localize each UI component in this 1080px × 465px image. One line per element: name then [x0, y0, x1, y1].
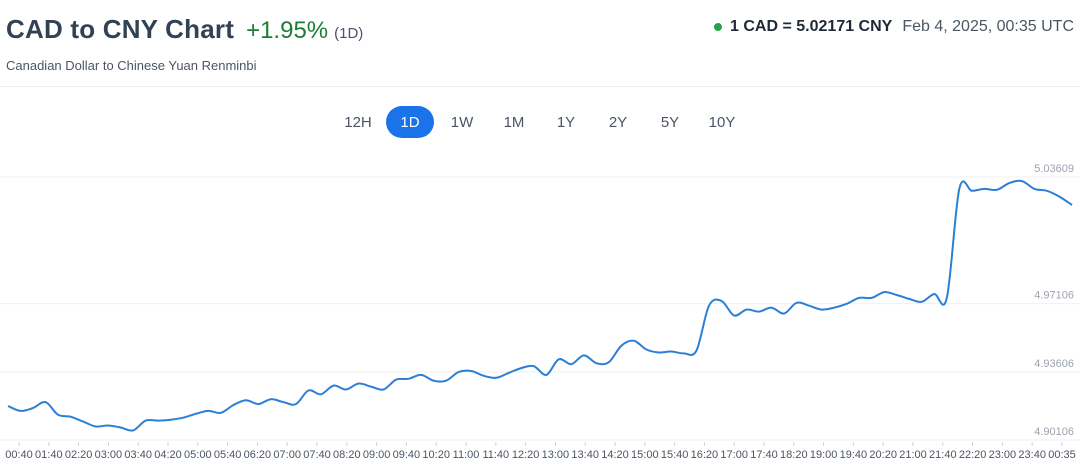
x-tick-label: 07:40 [303, 449, 331, 461]
x-tick-label: 20:20 [869, 449, 897, 461]
x-tick-label: 19:40 [840, 449, 868, 461]
x-tick-label: 18:20 [780, 449, 808, 461]
x-tick-label: 10:20 [422, 449, 450, 461]
x-tick-label: 21:00 [899, 449, 927, 461]
x-tick-label: 15:40 [661, 449, 689, 461]
x-tick-label: 16:20 [691, 449, 719, 461]
exchange-rate-chart[interactable]: 5.03609 4.97106 4.93606 4.90106 00:40 01:40 02… [0, 150, 1080, 465]
header-divider [0, 86, 1080, 87]
rate-value: 1 CAD = 5.02171 CNY [730, 18, 893, 35]
x-tick-label: 03:00 [95, 449, 123, 461]
x-tick-label: 01:40 [35, 449, 63, 461]
x-tick-label: 14:20 [601, 449, 629, 461]
x-tick-label: 11:40 [482, 449, 509, 461]
x-tick-label: 00:35 [1048, 449, 1076, 461]
x-tick-label: 00:40 [5, 449, 33, 461]
x-tick-label: 03:40 [124, 449, 152, 461]
y-tick-label: 4.97106 [1034, 290, 1074, 302]
x-tick-label: 04:20 [154, 449, 182, 461]
series-line[interactable] [7, 179, 1073, 432]
x-tick-label: 06:20 [244, 449, 272, 461]
tab-1d[interactable]: 1D [386, 106, 434, 138]
tab-12h[interactable]: 12H [344, 113, 372, 131]
x-tick-label: 13:40 [571, 449, 599, 461]
x-tick-label: 05:40 [214, 449, 242, 461]
x-tick-label: 11:00 [453, 449, 480, 461]
rate-timestamp: Feb 4, 2025, 00:35 UTC [902, 18, 1074, 35]
x-tick-label: 09:00 [363, 449, 391, 461]
x-tick-label: 07:00 [273, 449, 301, 461]
x-tick-label: 05:00 [184, 449, 212, 461]
x-tick-label: 12:20 [512, 449, 540, 461]
x-tick-label: 22:20 [959, 449, 987, 461]
change-percent: +1.95% [246, 17, 329, 44]
live-dot-icon [714, 23, 723, 31]
range-tabs: 12H 1D 1W 1M 1Y 2Y 5Y 10Y [0, 106, 1080, 138]
x-tick-label: 13:00 [542, 449, 570, 461]
x-tick-label: 17:40 [750, 449, 778, 461]
x-tick-label: 15:00 [631, 449, 659, 461]
x-tick-label: 19:00 [810, 449, 838, 461]
tab-10y[interactable]: 10Y [708, 113, 736, 131]
x-tick-label: 08:20 [333, 449, 361, 461]
current-rate: 1 CAD = 5.02171 CNY Feb 4, 2025, 00:35 U… [714, 18, 1074, 36]
y-tick-label: 5.03609 [1034, 163, 1074, 175]
x-tick-label: 23:00 [989, 449, 1017, 461]
tab-2y[interactable]: 2Y [608, 113, 628, 131]
x-tick-label: 09:40 [393, 449, 421, 461]
x-tick-label: 02:20 [65, 449, 93, 461]
tab-1w[interactable]: 1W [450, 113, 474, 131]
tab-5y[interactable]: 5Y [660, 113, 680, 131]
period-label: (1D) [334, 25, 364, 42]
title-row: CAD to CNY Chart +1.95% (1D) [6, 14, 363, 45]
x-tick-label: 23:40 [1018, 449, 1046, 461]
page-subtitle: Canadian Dollar to Chinese Yuan Renminbi [6, 58, 257, 73]
x-tick-label: 17:00 [720, 449, 748, 461]
page-title: CAD to CNY Chart [6, 14, 235, 44]
x-tick-label: 21:40 [929, 449, 957, 461]
y-tick-label: 4.93606 [1034, 358, 1074, 370]
y-tick-label: 4.90106 [1034, 426, 1074, 438]
tab-1y[interactable]: 1Y [556, 113, 576, 131]
tab-1m[interactable]: 1M [503, 113, 525, 131]
